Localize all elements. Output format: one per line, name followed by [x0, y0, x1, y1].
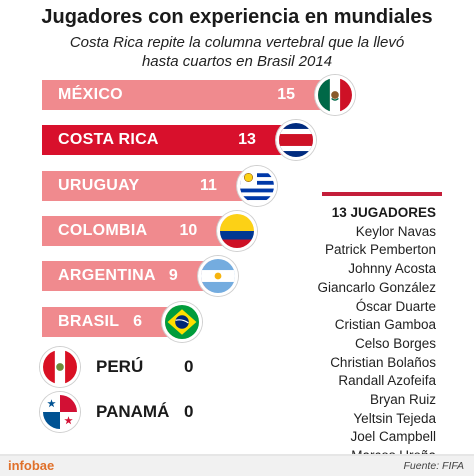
bar-label-argentina: ARGENTINA [58, 267, 156, 285]
player-name: Randall Azofeifa [338, 373, 436, 389]
subtitle-line-2: hasta cuartos en Brasil 2014 [141, 53, 333, 70]
mexico-flag-icon [315, 75, 355, 115]
player-name: Christian Bolaños [330, 354, 436, 370]
player-name: Johnny Acosta [348, 261, 436, 277]
argentina-flag-icon [197, 256, 238, 297]
source-note: Fuente: FIFA [403, 460, 465, 472]
bar-value-colombia: 10 [179, 221, 198, 239]
player-name: Bryan Ruiz [369, 392, 436, 408]
player-name: Cristian Gamboa [334, 317, 436, 333]
player-name: Celso Borges [354, 335, 436, 351]
costa-rica-flag-icon [275, 120, 316, 161]
bar-value-costa-rica: 13 [238, 131, 256, 149]
bar-label-brasil: BRASIL [58, 312, 120, 330]
row-panama: PANAMÁ 0 [0, 390, 474, 434]
chart-title: Jugadores con experiencia en mundiales [41, 6, 433, 28]
player-name: Yeltsin Tejeda [353, 410, 436, 426]
footer: infobae Fuente: FIFA [0, 454, 474, 476]
peru-flag-icon [40, 346, 80, 387]
row-value-panama: 0 [184, 402, 194, 422]
bar-mexico: MÉXICO 15 [42, 80, 335, 110]
row-peru: PERÚ 0 [0, 345, 474, 389]
player-name: Patrick Pemberton [324, 242, 436, 258]
bar-label-uruguay: URUGUAY [58, 176, 140, 194]
colombia-flag-icon [217, 210, 258, 251]
player-name: Joel Campbell [350, 429, 436, 445]
bar-value-brasil: 6 [133, 312, 142, 330]
uruguay-flag-icon [236, 165, 277, 206]
row-label-panama: PANAMÁ [96, 402, 170, 422]
bar-brasil: BRASIL 6 [42, 306, 182, 337]
player-name: Óscar Duarte [355, 298, 436, 314]
bar-label-mexico: MÉXICO [58, 86, 123, 103]
players-divider [322, 192, 442, 196]
player-name: Giancarlo González [317, 279, 436, 295]
bar-label-colombia: COLOMBIA [58, 221, 148, 239]
bar-uruguay: URUGUAY 11 [42, 170, 257, 201]
subtitle-line-1: Costa Rica repite la columna vertebral q… [69, 34, 405, 51]
chart-subtitle: Costa Rica repite la columna vertebral q… [0, 33, 474, 71]
players-list: 13 JUGADORES Keylor Navas Patrick Pembert… [317, 204, 436, 466]
brand-logo: infobae [8, 458, 55, 473]
bar-value-mexico: 15 [277, 86, 295, 103]
bar-costa-rica: COSTA RICA 13 [42, 125, 296, 156]
player-name: Keylor Navas [355, 223, 436, 239]
bar-value-uruguay: 11 [199, 176, 217, 194]
bar-label-costa-rica: COSTA RICA [58, 131, 159, 149]
players-heading: 13 JUGADORES [331, 205, 436, 220]
row-label-peru: PERÚ [96, 356, 144, 376]
bar-value-argentina: 9 [168, 267, 178, 285]
bar-argentina: ARGENTINA 9 [42, 261, 218, 292]
row-value-peru: 0 [184, 356, 194, 376]
brazil-flag-icon [162, 301, 202, 342]
panama-flag-icon [40, 392, 80, 433]
bar-colombia: COLOMBIA 10 [42, 215, 238, 246]
